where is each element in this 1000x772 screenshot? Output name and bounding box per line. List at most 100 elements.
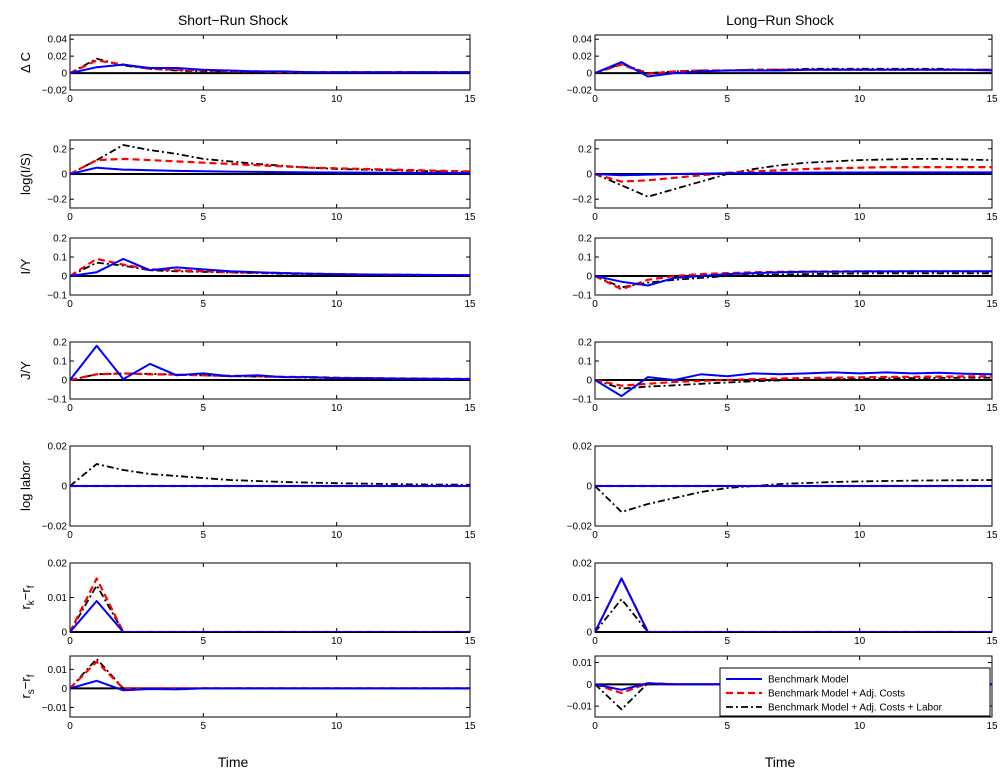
y-tick-label: 0 <box>586 482 592 493</box>
x-tick-label: 15 <box>986 94 998 105</box>
y-axis-label: Δ C <box>18 52 33 73</box>
x-tick-label: 15 <box>464 94 476 105</box>
y-tick-label: −0.01 <box>567 702 593 713</box>
panel-2-0: 0 5 10 15−0.100.10.2I/Y <box>18 234 476 311</box>
x-tick-label: 10 <box>854 212 866 223</box>
y-tick-label: 0.1 <box>53 357 67 368</box>
series-line-benchmark <box>70 257 470 277</box>
column-title-long-run: Long−Run Shock <box>726 12 835 28</box>
series-line-adj-costs-labor <box>70 463 470 487</box>
x-tick-label: 0 <box>67 530 73 541</box>
x-tick-label: 0 <box>67 299 73 310</box>
y-tick-label: 0 <box>61 482 67 493</box>
x-tick-label: 10 <box>854 636 866 647</box>
plot-frame <box>594 237 993 296</box>
y-tick-label: 0 <box>61 628 67 639</box>
y-tick-label: 0 <box>61 170 67 181</box>
y-tick-label: −0.02 <box>42 86 68 97</box>
legend-label: Benchmark Model + Adj. Costs + Labor <box>768 703 943 714</box>
series-line-adj-costs-labor <box>595 479 992 513</box>
x-tick-label: 10 <box>854 403 866 414</box>
x-tick-label: 5 <box>201 403 207 414</box>
y-tick-label: 0.04 <box>48 35 68 46</box>
x-tick-label: 0 <box>67 721 73 732</box>
x-tick-label: 5 <box>725 212 731 223</box>
y-tick-label: 0.01 <box>573 658 593 669</box>
y-tick-label: −0.1 <box>47 291 67 302</box>
series-line-benchmark <box>595 270 992 287</box>
x-tick-label: 5 <box>201 721 207 732</box>
y-tick-label: 0 <box>61 376 67 387</box>
y-tick-label: 0 <box>586 680 592 691</box>
y-tick-label: 0.1 <box>578 253 592 264</box>
plot-frame <box>594 341 993 400</box>
y-tick-label: 0.01 <box>48 665 68 676</box>
y-tick-label: 0.02 <box>573 559 593 570</box>
y-tick-label: 0.1 <box>578 357 592 368</box>
legend: Benchmark Model Benchmark Model + Adj. Co… <box>719 667 991 717</box>
y-tick-label: 0.02 <box>48 559 68 570</box>
y-tick-label: −0.02 <box>567 86 593 97</box>
x-tick-label: 10 <box>854 299 866 310</box>
x-tick-label: 0 <box>67 636 73 647</box>
y-tick-label: −0.1 <box>47 395 67 406</box>
plot-frame <box>69 34 471 91</box>
y-axis-label: J/Y <box>18 361 33 380</box>
y-tick-label: 0.04 <box>573 35 593 46</box>
x-tick-label: 15 <box>464 530 476 541</box>
x-tick-label: 5 <box>725 636 731 647</box>
legend-label: Benchmark Model <box>768 675 849 686</box>
x-tick-label: 15 <box>986 530 998 541</box>
x-tick-label: 5 <box>201 212 207 223</box>
plot-frame <box>594 34 993 91</box>
x-tick-label: 15 <box>464 721 476 732</box>
x-axis-label-right: Time <box>765 754 796 770</box>
y-tick-label: −0.02 <box>567 522 593 533</box>
x-tick-label: 15 <box>464 403 476 414</box>
y-tick-label: −0.1 <box>572 395 592 406</box>
y-tick-label: 0 <box>586 376 592 387</box>
x-tick-label: 15 <box>464 636 476 647</box>
x-tick-label: 0 <box>67 94 73 105</box>
series-line-benchmark <box>595 371 992 398</box>
y-tick-label: 0.01 <box>48 593 68 604</box>
plot-frame <box>69 562 471 633</box>
x-tick-label: 10 <box>331 212 343 223</box>
panel-2-1: 0 5 10 15−0.100.10.2 <box>572 234 998 311</box>
y-tick-label: 0.02 <box>48 52 68 63</box>
y-tick-label: 0.2 <box>53 234 67 245</box>
series-line-adj-costs-labor <box>595 157 992 198</box>
y-axis-label: rk−rf <box>18 585 37 609</box>
y-tick-label: 0 <box>61 272 67 283</box>
x-tick-label: 10 <box>331 530 343 541</box>
x-tick-label: 10 <box>854 530 866 541</box>
y-axis-label: I/Y <box>18 258 33 274</box>
x-tick-label: 5 <box>201 530 207 541</box>
y-tick-label: 0.1 <box>53 253 67 264</box>
legend-box <box>719 667 991 717</box>
x-tick-label: 10 <box>854 94 866 105</box>
panel-3-1: 0 5 10 15−0.100.10.2 <box>572 338 998 415</box>
y-tick-label: −0.1 <box>572 291 592 302</box>
plot-frame <box>69 655 471 718</box>
x-tick-label: 0 <box>592 530 598 541</box>
x-tick-label: 0 <box>592 212 598 223</box>
x-axis-label-left: Time <box>218 754 249 770</box>
x-tick-label: 10 <box>331 403 343 414</box>
x-tick-label: 0 <box>67 212 73 223</box>
panel-3-0: 0 5 10 15−0.100.10.2J/Y <box>18 338 476 415</box>
y-tick-label: −0.2 <box>47 195 67 206</box>
panel-5-0: 0 5 10 15 0 0.01 0.02 rk−rf <box>18 559 476 648</box>
series-line-adj-costs <box>70 157 470 175</box>
y-tick-label: 0 <box>586 69 592 80</box>
x-tick-label: 0 <box>592 721 598 732</box>
panel-1-1: 0 5 10 15−0.200.2 <box>572 139 998 223</box>
series-line-adj-costs <box>70 257 470 277</box>
plot-frame <box>594 562 993 633</box>
x-tick-label: 15 <box>464 212 476 223</box>
